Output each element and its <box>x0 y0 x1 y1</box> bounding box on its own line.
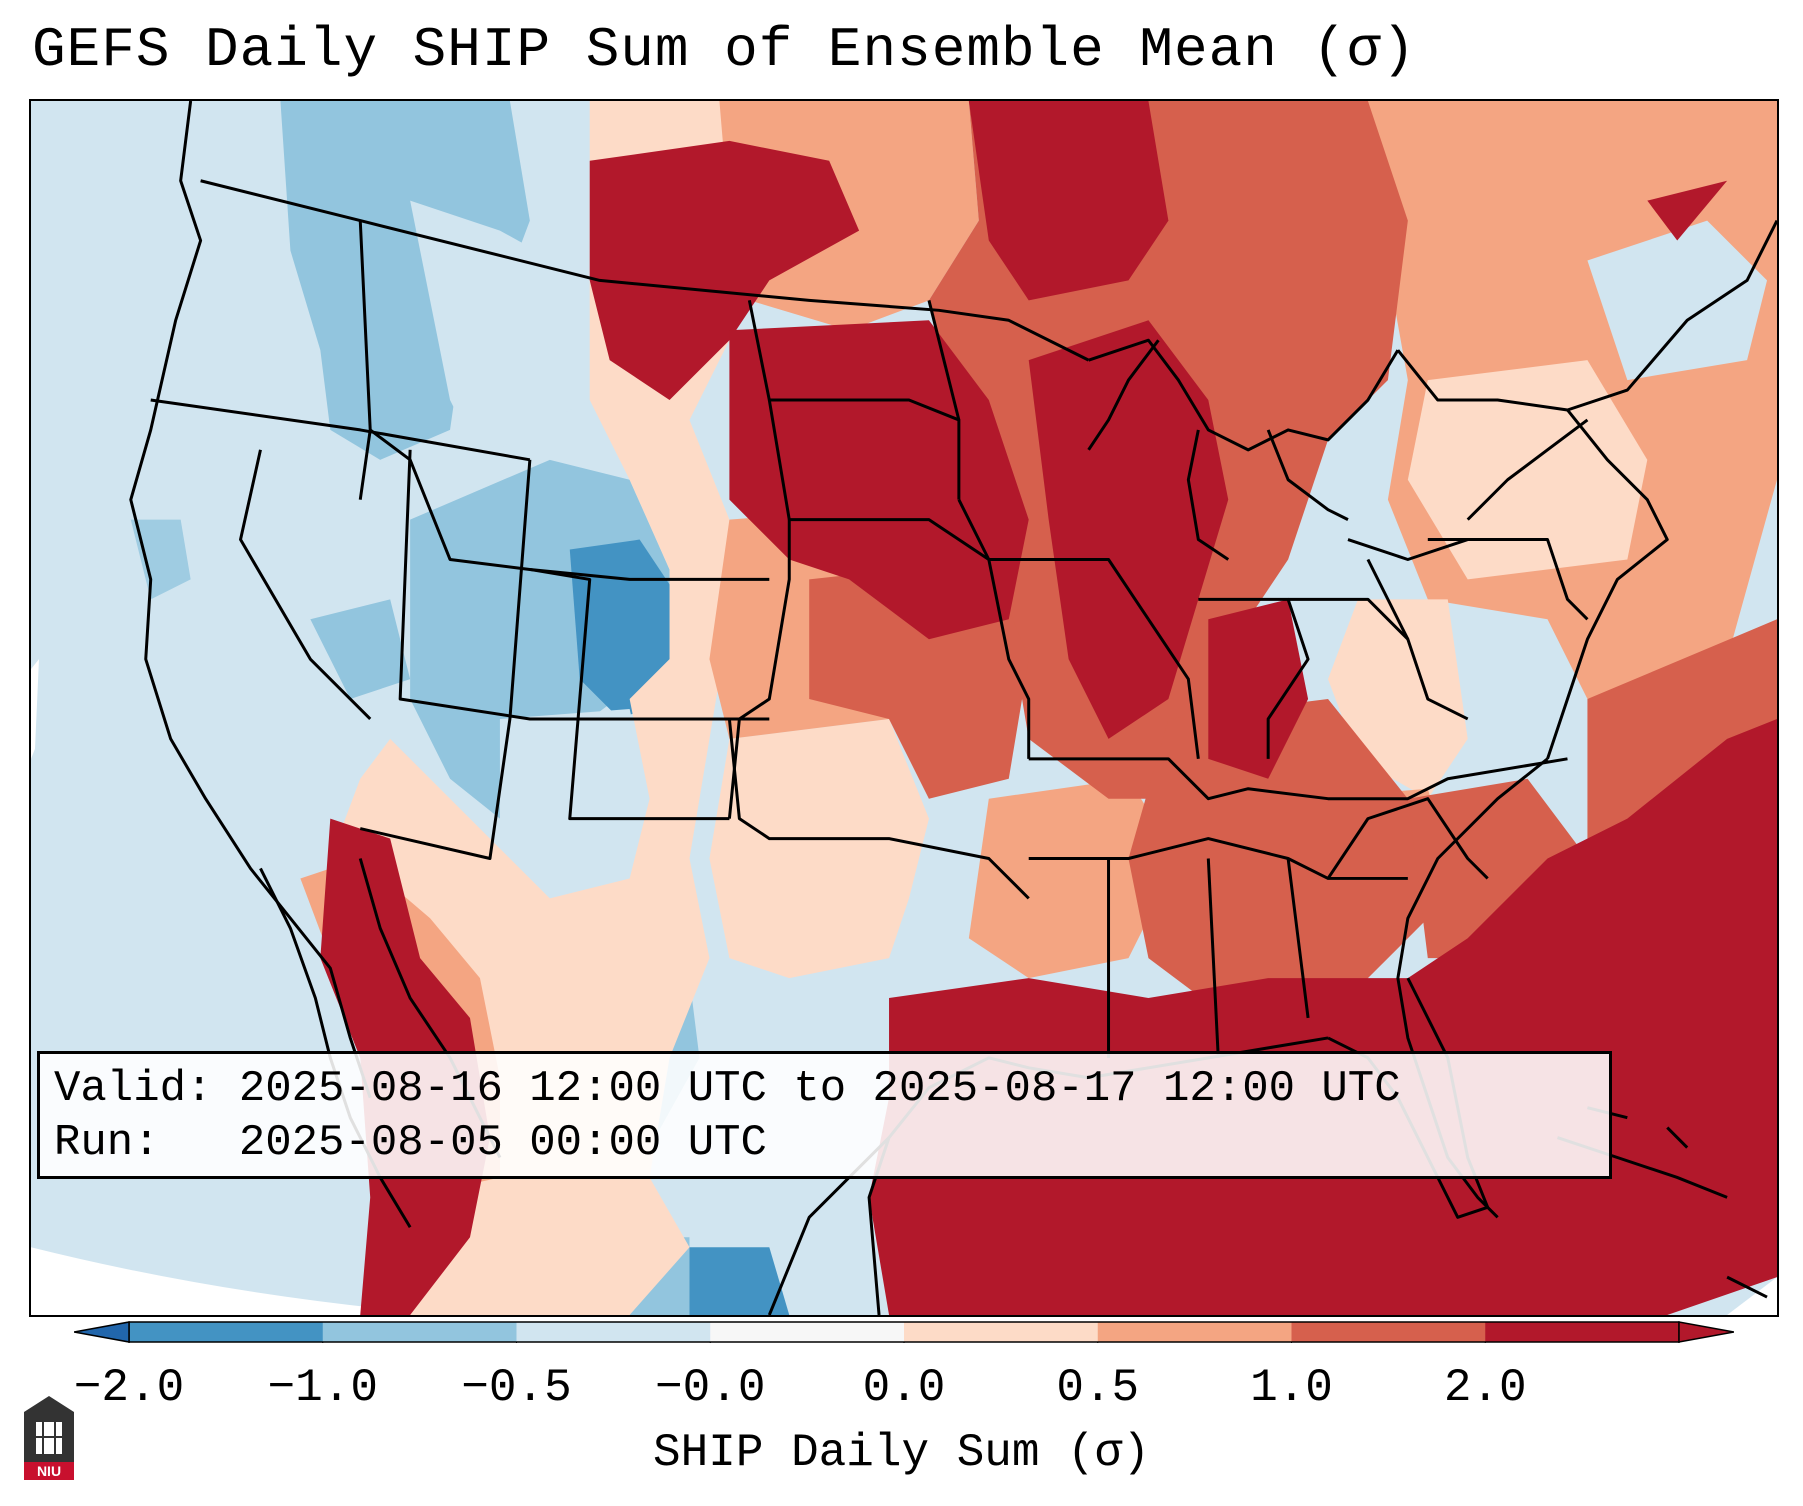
colorbar <box>74 1321 1734 1343</box>
map-title: GEFS Daily SHIP Sum of Ensemble Mean (σ) <box>32 18 1417 82</box>
colorbar-segment <box>904 1322 1099 1342</box>
colorbar-low-extend <box>74 1321 130 1343</box>
colorbar-segment <box>129 1322 324 1342</box>
validity-info-box: Valid: 2025-08-16 12:00 UTC to 2025-08-1… <box>37 1051 1612 1179</box>
colorbar-segment <box>1097 1322 1292 1342</box>
colorbar-tick-label: −2.0 <box>73 1362 185 1414</box>
colorbar-high-extend <box>1678 1321 1734 1343</box>
colorbar-tick-label: 0.5 <box>1056 1362 1140 1414</box>
colorbar-tick-label: 2.0 <box>1443 1362 1527 1414</box>
colorbar-label: SHIP Daily Sum (σ) <box>653 1427 1150 1479</box>
valid-time-line: Valid: 2025-08-16 12:00 UTC to 2025-08-1… <box>54 1064 1401 1114</box>
colorbar-tick-label: −1.0 <box>267 1362 378 1414</box>
niu-logo: NIU <box>24 1396 74 1480</box>
colorbar-tick-label: −0.5 <box>461 1362 572 1414</box>
run-time-line: Run: 2025-08-05 00:00 UTC <box>54 1118 767 1168</box>
colorbar-tick-label: −0.0 <box>655 1362 766 1414</box>
colorbar-segment <box>710 1322 905 1342</box>
colorbar-tick-label: 1.0 <box>1250 1362 1333 1414</box>
colorbar-segment <box>1485 1322 1680 1342</box>
colorbar-segment <box>322 1322 517 1342</box>
colorbar-segment <box>1291 1322 1486 1342</box>
colorbar-segment <box>516 1322 711 1342</box>
colorbar-tick-label: 0.0 <box>862 1362 946 1414</box>
niu-logo-text: NIU <box>37 1463 61 1479</box>
